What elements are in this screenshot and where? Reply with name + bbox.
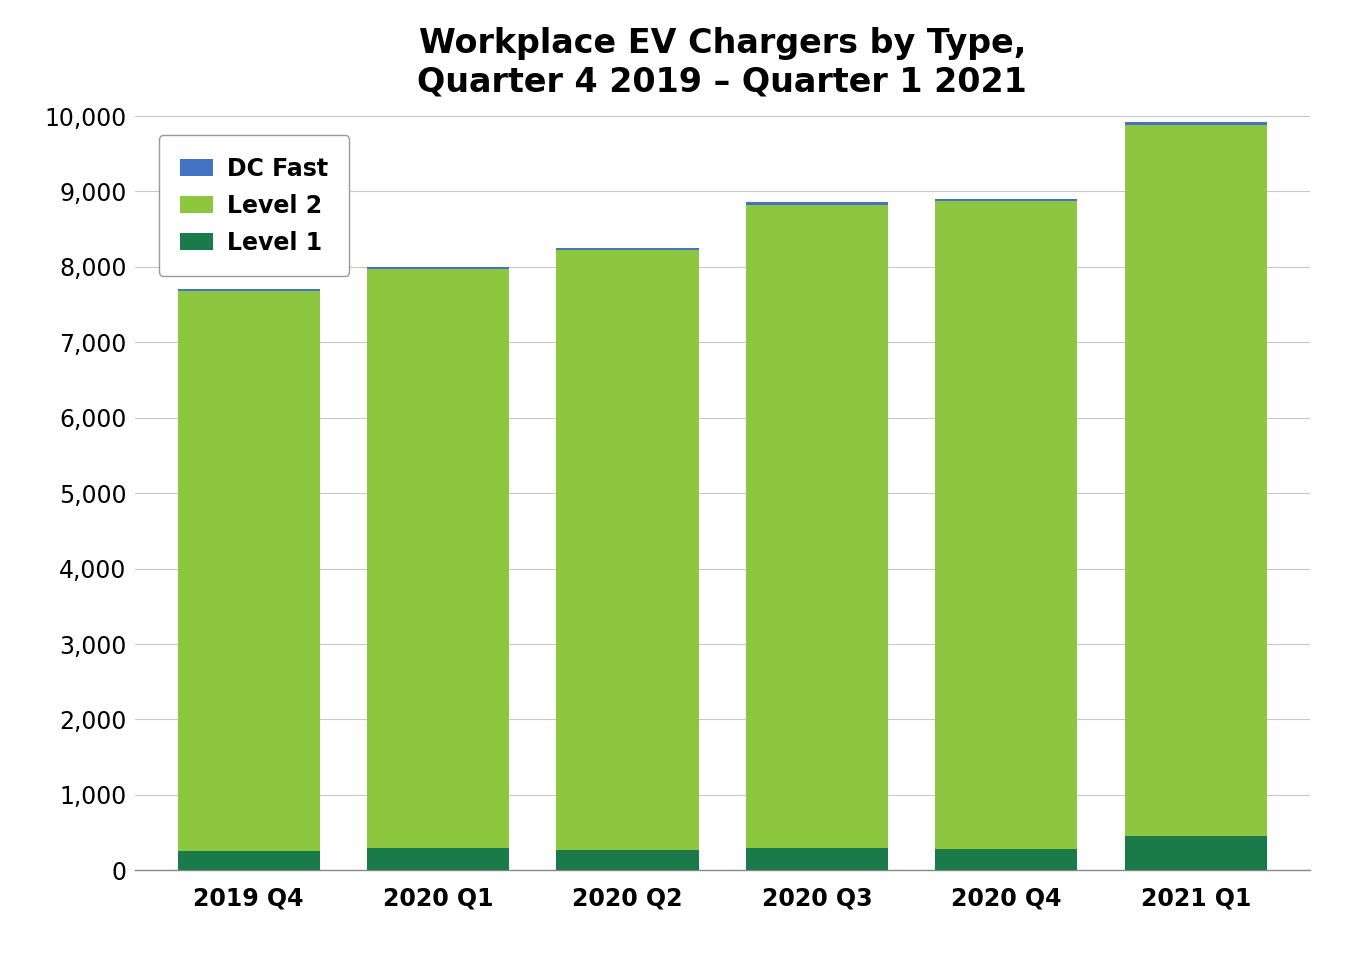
Bar — [556, 850, 698, 870]
Bar — [747, 202, 888, 205]
Bar — [1125, 835, 1266, 870]
Legend: DC Fast, Level 2, Level 1: DC Fast, Level 2, Level 1 — [158, 135, 350, 276]
Bar — [367, 269, 509, 848]
Bar — [178, 291, 320, 851]
Bar — [936, 201, 1077, 849]
Title: Workplace EV Chargers by Type,
Quarter 4 2019 – Quarter 1 2021: Workplace EV Chargers by Type, Quarter 4… — [417, 27, 1027, 98]
Bar — [367, 848, 509, 870]
Bar — [367, 267, 509, 269]
Bar — [747, 205, 888, 848]
Bar — [178, 289, 320, 291]
Bar — [556, 250, 698, 850]
Bar — [936, 849, 1077, 870]
Bar — [1125, 125, 1266, 835]
Bar — [936, 199, 1077, 201]
Bar — [747, 848, 888, 870]
Bar — [1125, 122, 1266, 125]
Bar — [178, 851, 320, 870]
Bar — [556, 248, 698, 250]
